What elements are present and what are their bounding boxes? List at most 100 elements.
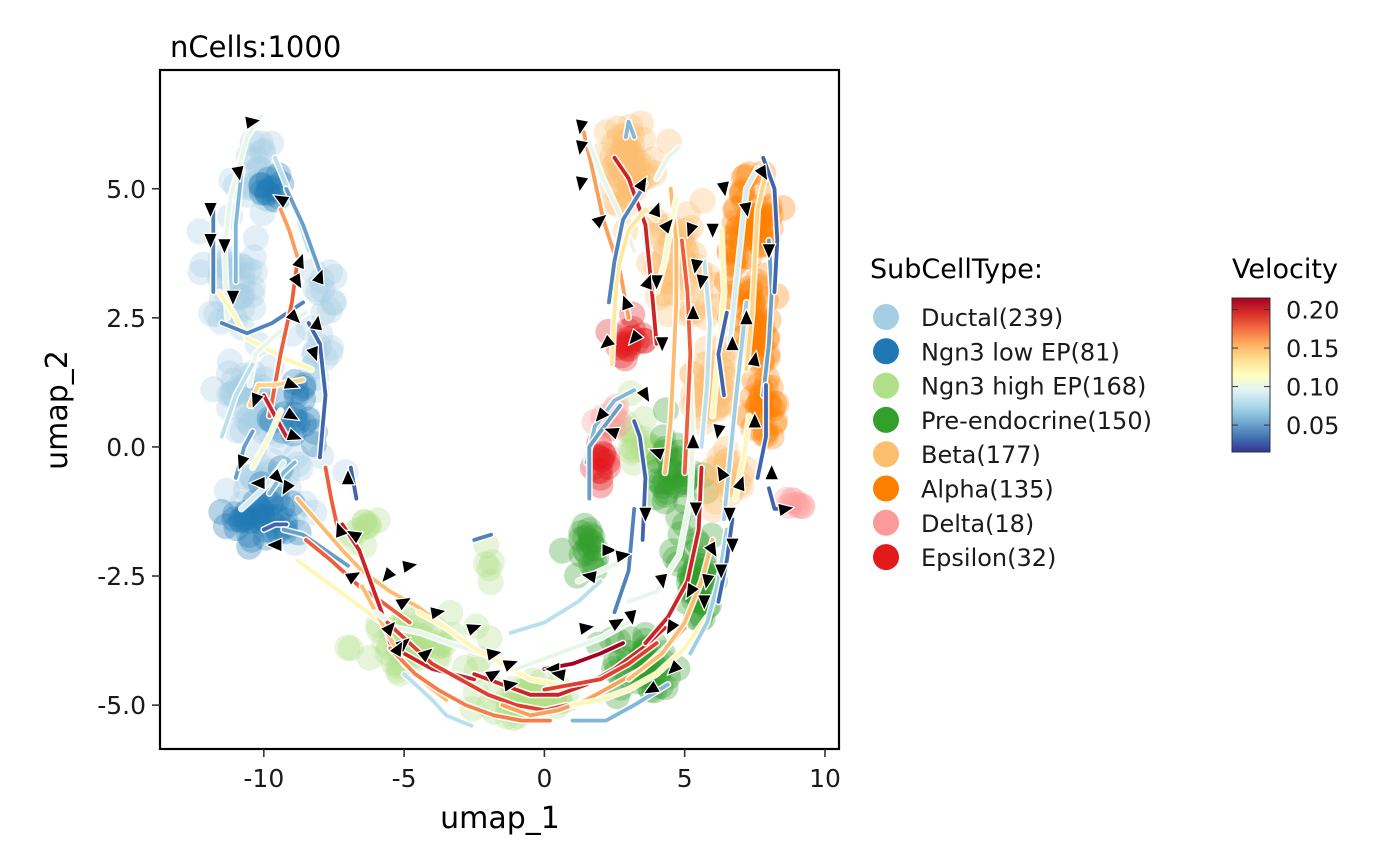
- velocity-arrowhead: [665, 617, 681, 637]
- cell-point: [549, 537, 575, 564]
- cell-point: [229, 282, 256, 309]
- velocity-arrowhead: [598, 333, 617, 351]
- velocity-arrowhead: [654, 336, 670, 354]
- cell-point: [254, 180, 281, 207]
- velocity-arrowhead: [216, 238, 233, 256]
- velocity-arrowhead: [429, 605, 448, 621]
- y-axis: 5.0 2.5 0.0 -2.5 -5.0: [97, 175, 160, 720]
- cell-point: [245, 155, 272, 182]
- cell-point: [256, 171, 283, 197]
- cell-point: [351, 508, 378, 535]
- velocity-arrowhead: [627, 328, 645, 346]
- velocity-arrowhead: [632, 175, 648, 194]
- cell-point: [593, 119, 620, 146]
- streamline: [284, 186, 322, 274]
- cell-point: [579, 524, 606, 551]
- streamline: [587, 403, 622, 501]
- velocity-arrowhead: [647, 200, 662, 219]
- cell-point: [239, 159, 266, 186]
- cell-point: [228, 507, 255, 534]
- cell-point: [578, 529, 605, 556]
- cell-point: [613, 137, 640, 164]
- cell-point: [231, 505, 257, 532]
- velocity-arrowhead: [483, 668, 503, 685]
- celltype-legend-title: SubCellType:: [870, 254, 1043, 285]
- cell-point: [216, 348, 243, 375]
- velocity-colorbar: Velocity 0.20 0.15 0.10 0.05: [1231, 254, 1339, 453]
- cell-point: [258, 490, 284, 517]
- streamline: [514, 620, 631, 671]
- cell-point: [227, 506, 254, 533]
- cell-point: [572, 524, 599, 551]
- cell-point: [242, 225, 269, 252]
- velocity-arrowhead: [290, 251, 306, 271]
- cell-point: [589, 440, 616, 467]
- cell-point: [237, 171, 264, 198]
- cell-point: [247, 130, 274, 157]
- streamline: [219, 362, 255, 439]
- cell-point: [236, 522, 263, 548]
- cell-point: [253, 163, 279, 190]
- cell-point: [248, 172, 275, 199]
- streamline: [306, 321, 328, 460]
- streamline: [216, 290, 314, 372]
- velocity-arrowhead: [485, 647, 504, 663]
- cell-point: [248, 175, 275, 202]
- cell-point: [208, 498, 235, 525]
- cell-point: [356, 644, 383, 671]
- cell-point: [320, 289, 347, 316]
- cell-point: [639, 146, 666, 173]
- velocity-arrowhead: [345, 529, 364, 545]
- cell-point: [587, 472, 614, 499]
- velocity-arrowhead: [607, 617, 626, 633]
- velocity-arrowhead: [248, 475, 266, 491]
- streamline: [761, 155, 780, 294]
- y-tick-label: -2.5: [97, 562, 146, 591]
- cell-point: [351, 509, 378, 536]
- x-tick-label: -10: [243, 764, 284, 793]
- cell-point: [577, 528, 604, 555]
- cell-point: [223, 515, 250, 542]
- legend-label: Ngn3 high EP(168): [921, 373, 1146, 401]
- celltype-legend: SubCellType: Ductal(239) Ngn3 low EP(81) N…: [870, 254, 1152, 572]
- cell-point: [240, 274, 266, 301]
- velocity-arrowhead: [647, 447, 667, 462]
- velocity-arrowhead: [282, 375, 301, 390]
- velocity-arrowhead: [380, 565, 398, 584]
- cell-point: [238, 526, 265, 553]
- cell-point: [234, 508, 261, 535]
- cell-point: [200, 376, 227, 403]
- streamline: [385, 620, 569, 713]
- velocity-arrowhead: [653, 572, 669, 591]
- legend-swatch: [873, 544, 899, 571]
- cell-point: [662, 472, 688, 499]
- cell-point: [789, 493, 816, 520]
- velocity-arrowhead: [310, 267, 325, 287]
- streamline: [626, 538, 715, 682]
- cell-point: [355, 511, 382, 538]
- legend-label: Alpha(135): [921, 476, 1054, 504]
- cell-point: [236, 257, 263, 284]
- cell-point: [619, 141, 646, 168]
- velocity-arrowhead: [343, 570, 362, 587]
- velocity-arrowhead: [602, 426, 622, 441]
- y-tick-label: -5.0: [97, 691, 146, 720]
- cell-point: [652, 481, 679, 508]
- velocity-arrowhead: [621, 293, 636, 312]
- cell-point: [258, 130, 285, 157]
- velocity-arrowhead: [761, 243, 777, 261]
- velocity-arrowhead: [712, 422, 728, 441]
- y-axis-title: umap_2: [40, 350, 75, 470]
- velocity-arrowhead: [657, 217, 675, 236]
- streamline: [267, 460, 297, 496]
- cell-point: [246, 503, 273, 530]
- velocity-arrowhead: [705, 222, 721, 240]
- streamline: [508, 579, 603, 635]
- velocity-arrowhead: [724, 537, 741, 555]
- cell-point: [642, 484, 669, 511]
- cell-point: [437, 599, 464, 626]
- velocity-arrowhead: [574, 118, 590, 137]
- legend-swatch: [873, 509, 899, 536]
- streamline: [699, 259, 712, 449]
- streamline: [607, 181, 648, 305]
